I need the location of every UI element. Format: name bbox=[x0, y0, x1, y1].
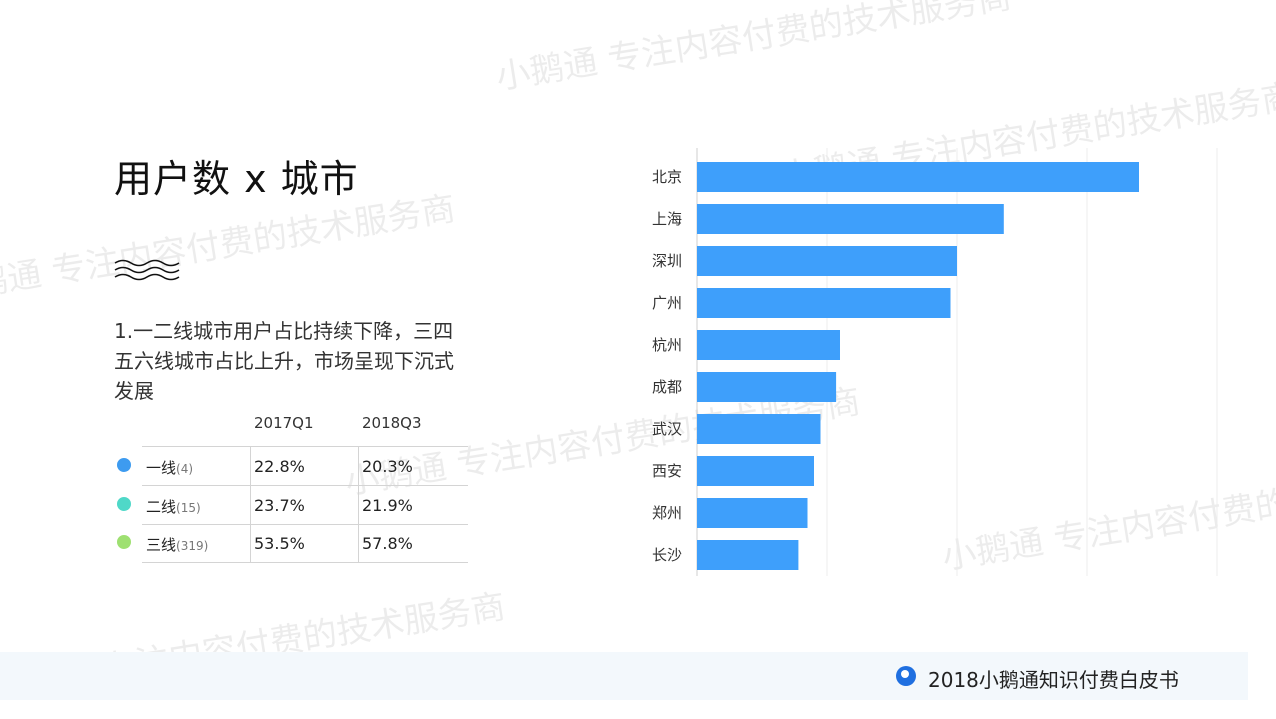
category-label: 深圳 bbox=[652, 252, 682, 270]
value-2018q3: 21.9% bbox=[362, 496, 413, 515]
bar-3 bbox=[697, 288, 951, 318]
xiaoetong-logo-icon bbox=[896, 666, 916, 686]
table-divider bbox=[250, 446, 251, 562]
category-label: 广州 bbox=[652, 294, 682, 312]
value-2017q1: 23.7% bbox=[254, 496, 305, 515]
wave-divider-icon bbox=[114, 259, 180, 281]
footer-title: 2018小鹅通知识付费白皮书 bbox=[928, 668, 1179, 692]
table-divider bbox=[142, 446, 468, 447]
value-2017q1: 22.8% bbox=[254, 457, 305, 476]
bar-5 bbox=[697, 372, 837, 402]
table-divider bbox=[358, 446, 359, 562]
table-divider bbox=[142, 524, 468, 525]
bar-2 bbox=[697, 246, 957, 276]
category-label: 西安 bbox=[652, 462, 682, 480]
page-title: 用户数 x 城市 bbox=[114, 157, 359, 201]
category-label: 北京 bbox=[652, 168, 682, 186]
tier-label: 一线(4) bbox=[146, 459, 194, 477]
table-divider bbox=[142, 485, 468, 486]
column-header: 2018Q3 bbox=[362, 414, 422, 432]
table-row: 一线(4) 22.8% 20.3% bbox=[112, 449, 472, 487]
tier-label: 二线(15) bbox=[146, 498, 201, 516]
category-label: 长沙 bbox=[652, 546, 682, 564]
bar-8 bbox=[697, 498, 808, 528]
value-2018q3: 57.8% bbox=[362, 534, 413, 553]
column-header: 2017Q1 bbox=[254, 414, 314, 432]
value-2018q3: 20.3% bbox=[362, 457, 413, 476]
bar-0 bbox=[697, 162, 1139, 192]
category-label: 成都 bbox=[652, 378, 682, 396]
value-2017q1: 53.5% bbox=[254, 534, 305, 553]
tier-color-dot bbox=[117, 458, 131, 472]
bar-7 bbox=[697, 456, 814, 486]
tier-color-dot bbox=[117, 497, 131, 511]
table-row: 三线(319) 53.5% 57.8% bbox=[112, 526, 472, 564]
watermark: 小鹅通 专注内容付费的技术服务商 bbox=[493, 0, 1015, 98]
tier-label: 三线(319) bbox=[146, 536, 209, 554]
tier-color-dot bbox=[117, 535, 131, 549]
category-label: 郑州 bbox=[652, 504, 682, 522]
bar-1 bbox=[697, 204, 1004, 234]
bar-6 bbox=[697, 414, 821, 444]
category-label: 武汉 bbox=[652, 420, 682, 438]
table-row: 二线(15) 23.7% 21.9% bbox=[112, 488, 472, 526]
category-label: 上海 bbox=[652, 210, 682, 228]
table-divider bbox=[142, 562, 468, 563]
bar-4 bbox=[697, 330, 840, 360]
category-label: 杭州 bbox=[652, 336, 682, 354]
bar-9 bbox=[697, 540, 799, 570]
footer-bar bbox=[0, 652, 1248, 700]
description-text: 1.一二线城市用户占比持续下降，三四五六线城市占比上升，市场呈现下沉式发展 bbox=[114, 319, 454, 403]
